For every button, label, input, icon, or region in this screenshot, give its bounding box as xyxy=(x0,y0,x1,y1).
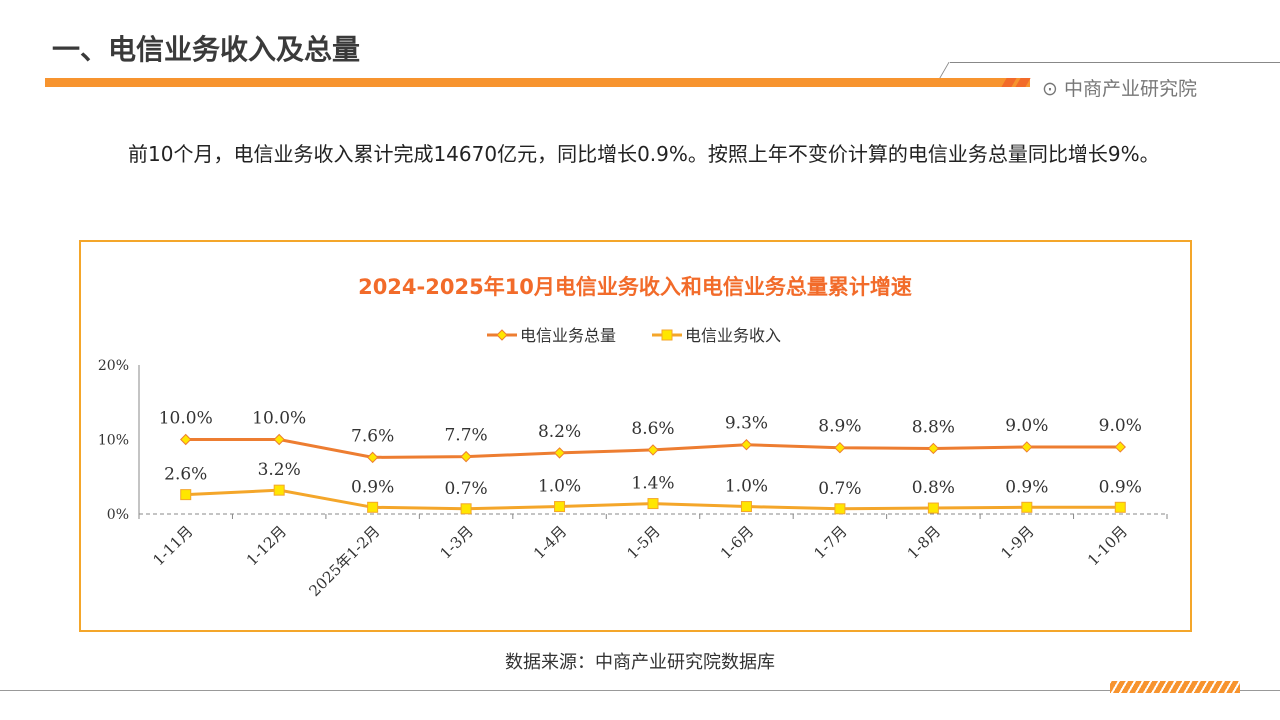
data-label: 0.9% xyxy=(351,477,394,497)
y-tick-label: 0% xyxy=(107,507,129,523)
legend-label: 电信业务收入 xyxy=(685,326,781,345)
data-point xyxy=(834,441,846,454)
x-tick-label: 1-9月 xyxy=(997,522,1037,562)
data-point xyxy=(927,442,940,455)
data-point xyxy=(460,450,472,463)
data-point xyxy=(273,433,285,446)
data-label: 8.8% xyxy=(912,417,955,437)
x-tick-label: 1-10月 xyxy=(1084,522,1131,569)
data-label: 7.7% xyxy=(444,426,487,446)
data-label: 3.2% xyxy=(258,460,301,480)
data-label: 9.0% xyxy=(1005,416,1048,436)
data-point xyxy=(553,447,566,459)
x-tick-label: 1-3月 xyxy=(437,522,477,562)
data-label: 7.6% xyxy=(351,426,394,446)
x-tick-label: 1-12月 xyxy=(243,522,290,569)
x-tick-label: 2025年1-2月 xyxy=(305,522,383,600)
data-point xyxy=(647,498,659,510)
summary-paragraph: 前10个月，电信业务收入累计完成14670亿元，同比增长0.9%。按照上年不变价… xyxy=(128,142,1160,166)
target-icon: ⊙ xyxy=(1042,78,1064,100)
data-point xyxy=(460,503,472,515)
data-point xyxy=(1114,501,1126,513)
legend-marker xyxy=(496,329,508,341)
data-point xyxy=(273,484,285,496)
chart-title: 2024-2025年10月电信业务收入和电信业务总量累计增速 xyxy=(358,275,912,299)
data-point xyxy=(367,501,379,513)
legend-label: 电信业务总量 xyxy=(520,326,616,345)
title-underline xyxy=(45,78,1030,87)
x-tick-label: 1-7月 xyxy=(810,522,850,562)
line-chart: 2024-2025年10月电信业务收入和电信业务总量累计增速 电信业务总量 电信业… xyxy=(98,275,1168,600)
data-point xyxy=(1021,501,1033,513)
data-point xyxy=(834,503,846,515)
data-label: 2.6% xyxy=(164,465,207,485)
x-tick-label: 1-5月 xyxy=(623,522,663,562)
data-point xyxy=(647,444,659,456)
data-label: 8.2% xyxy=(538,422,581,442)
data-label: 10.0% xyxy=(252,409,306,429)
x-tick-label: 1-6月 xyxy=(717,522,757,562)
divider xyxy=(950,62,1280,63)
data-point xyxy=(554,501,566,513)
data-point xyxy=(366,451,379,464)
x-tick-label: 1-4月 xyxy=(530,522,570,562)
data-point xyxy=(1114,441,1126,453)
data-label: 1.0% xyxy=(725,477,768,497)
legend: 电信业务总量 电信业务收入 xyxy=(487,326,781,345)
data-label: 9.0% xyxy=(1099,416,1142,436)
footer-decor xyxy=(1110,681,1240,693)
data-label: 8.9% xyxy=(818,417,861,437)
data-label: 0.7% xyxy=(444,479,487,499)
data-label: 0.8% xyxy=(912,478,955,498)
data-point xyxy=(1021,441,1033,453)
legend-marker xyxy=(661,329,673,341)
data-point xyxy=(927,502,939,514)
data-label: 0.9% xyxy=(1005,477,1048,497)
divider xyxy=(939,62,950,78)
data-point xyxy=(180,489,192,501)
data-label: 0.9% xyxy=(1099,477,1142,497)
x-tick-label: 1-8月 xyxy=(904,522,944,562)
data-point xyxy=(180,433,192,446)
data-label: 10.0% xyxy=(159,409,213,429)
footer-divider xyxy=(0,690,1280,691)
chart-container: 2024-2025年10月电信业务收入和电信业务总量累计增速 电信业务总量 电信业… xyxy=(79,240,1192,632)
data-label: 9.3% xyxy=(725,414,768,434)
data-point xyxy=(740,439,753,451)
brand-logo: ⊙ 中商产业研究院 xyxy=(1042,78,1197,100)
data-point xyxy=(740,501,752,513)
data-label: 0.7% xyxy=(818,479,861,499)
y-tick-label: 20% xyxy=(98,358,129,374)
data-source: 数据来源：中商产业研究院数据库 xyxy=(505,652,775,673)
y-tick-label: 10% xyxy=(98,433,129,449)
data-label: 1.4% xyxy=(631,474,674,494)
x-tick-label: 1-11月 xyxy=(149,522,196,569)
data-label: 8.6% xyxy=(631,419,674,439)
data-label: 1.0% xyxy=(538,477,581,497)
page-title: 一、电信业务收入及总量 xyxy=(52,33,361,66)
